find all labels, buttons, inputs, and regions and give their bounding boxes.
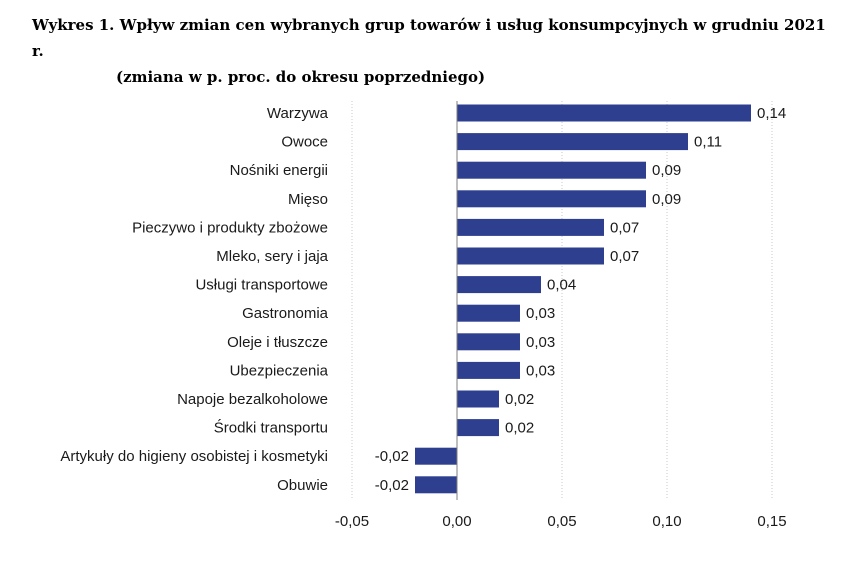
value-label-3: 0,09 xyxy=(652,191,681,208)
value-label-4: 0,07 xyxy=(610,219,639,236)
value-label-7: 0,03 xyxy=(526,305,555,322)
category-label-3: Mięso xyxy=(288,191,328,208)
category-label-4: Pieczywo i produkty zbożowe xyxy=(132,219,328,236)
value-label-1: 0,11 xyxy=(694,134,722,151)
chart-subtitle: (zmiana w p. proc. do okresu poprzednieg… xyxy=(116,68,486,86)
category-label-1: Owoce xyxy=(281,134,328,151)
bar-1 xyxy=(457,133,688,151)
bar-3 xyxy=(457,190,646,208)
bar-10 xyxy=(457,390,499,408)
value-label-9: 0,03 xyxy=(526,362,555,379)
category-label-12: Artykuły do higieny osobistej i kosmetyk… xyxy=(60,448,328,465)
category-label-0: Warzywa xyxy=(267,105,329,122)
bar-7 xyxy=(457,304,520,322)
bar-13 xyxy=(415,476,457,494)
value-label-0: 0,14 xyxy=(757,105,786,122)
bar-11 xyxy=(457,419,499,437)
category-label-8: Oleje i tłuszcze xyxy=(227,334,328,351)
category-label-13: Obuwie xyxy=(277,477,328,494)
x-tick-label-3: 0,10 xyxy=(652,513,681,530)
x-tick-label-2: 0,05 xyxy=(547,513,576,530)
value-label-12: -0,02 xyxy=(375,448,409,465)
category-label-9: Ubezpieczenia xyxy=(230,362,329,379)
category-label-11: Środki transportu xyxy=(214,419,328,437)
value-label-11: 0,02 xyxy=(505,420,534,437)
value-label-5: 0,07 xyxy=(610,248,639,265)
bar-6 xyxy=(457,276,541,294)
x-tick-label-0: -0,05 xyxy=(335,513,369,530)
bar-12 xyxy=(415,447,457,465)
value-label-8: 0,03 xyxy=(526,334,555,351)
x-tick-label-4: 0,15 xyxy=(757,513,786,530)
bar-8 xyxy=(457,333,520,351)
bar-2 xyxy=(457,161,646,179)
category-label-7: Gastronomia xyxy=(242,305,329,322)
category-label-10: Napoje bezalkoholowe xyxy=(177,391,328,408)
value-label-13: -0,02 xyxy=(375,477,409,494)
category-label-2: Nośniki energii xyxy=(230,162,328,179)
value-label-2: 0,09 xyxy=(652,162,681,179)
chart-title: Wykres 1. Wpływ zmian cen wybranych grup… xyxy=(32,12,832,90)
x-tick-label-1: 0,00 xyxy=(442,513,471,530)
bar-5 xyxy=(457,247,604,265)
category-label-6: Usługi transportowe xyxy=(195,277,328,294)
value-label-6: 0,04 xyxy=(547,277,576,294)
bar-4 xyxy=(457,218,604,236)
value-label-10: 0,02 xyxy=(505,391,534,408)
category-label-5: Mleko, sery i jaja xyxy=(216,248,328,265)
bar-9 xyxy=(457,361,520,379)
bar-0 xyxy=(457,104,751,122)
chart-title-line1: Wykres 1. Wpływ zmian cen wybranych grup… xyxy=(32,16,826,60)
